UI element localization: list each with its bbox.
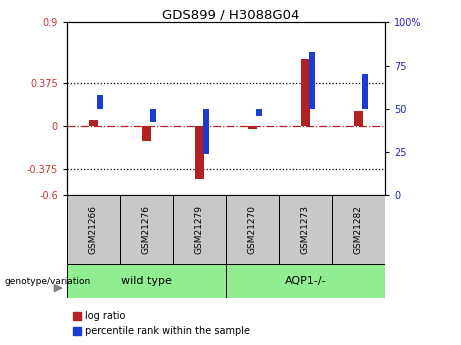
Bar <box>332 195 385 264</box>
Text: GSM21266: GSM21266 <box>89 205 98 254</box>
Bar <box>301 59 310 126</box>
Text: AQP1-/-: AQP1-/- <box>284 276 326 286</box>
Text: GDS899 / H3088G04: GDS899 / H3088G04 <box>162 9 299 22</box>
Text: GSM21276: GSM21276 <box>142 205 151 254</box>
Bar <box>96 95 103 109</box>
Text: GSM21270: GSM21270 <box>248 205 257 254</box>
Bar <box>202 109 209 154</box>
Bar <box>149 109 156 122</box>
Text: GSM21282: GSM21282 <box>354 205 363 254</box>
Bar <box>195 126 204 179</box>
Bar <box>226 195 279 264</box>
Legend: log ratio, percentile rank within the sample: log ratio, percentile rank within the sa… <box>70 307 254 340</box>
Text: wild type: wild type <box>121 276 172 286</box>
Bar <box>279 195 332 264</box>
Bar <box>226 264 385 298</box>
Bar <box>120 195 173 264</box>
Bar <box>354 111 363 126</box>
Bar <box>308 52 315 109</box>
Bar <box>67 195 120 264</box>
Polygon shape <box>54 285 62 292</box>
Bar <box>67 264 226 298</box>
Bar <box>173 195 226 264</box>
Bar <box>89 120 98 126</box>
Text: genotype/variation: genotype/variation <box>5 277 91 286</box>
Text: GSM21279: GSM21279 <box>195 205 204 254</box>
Bar <box>255 109 262 116</box>
Text: GSM21273: GSM21273 <box>301 205 310 254</box>
Bar <box>361 74 368 109</box>
Bar <box>248 126 257 129</box>
Bar <box>142 126 151 141</box>
